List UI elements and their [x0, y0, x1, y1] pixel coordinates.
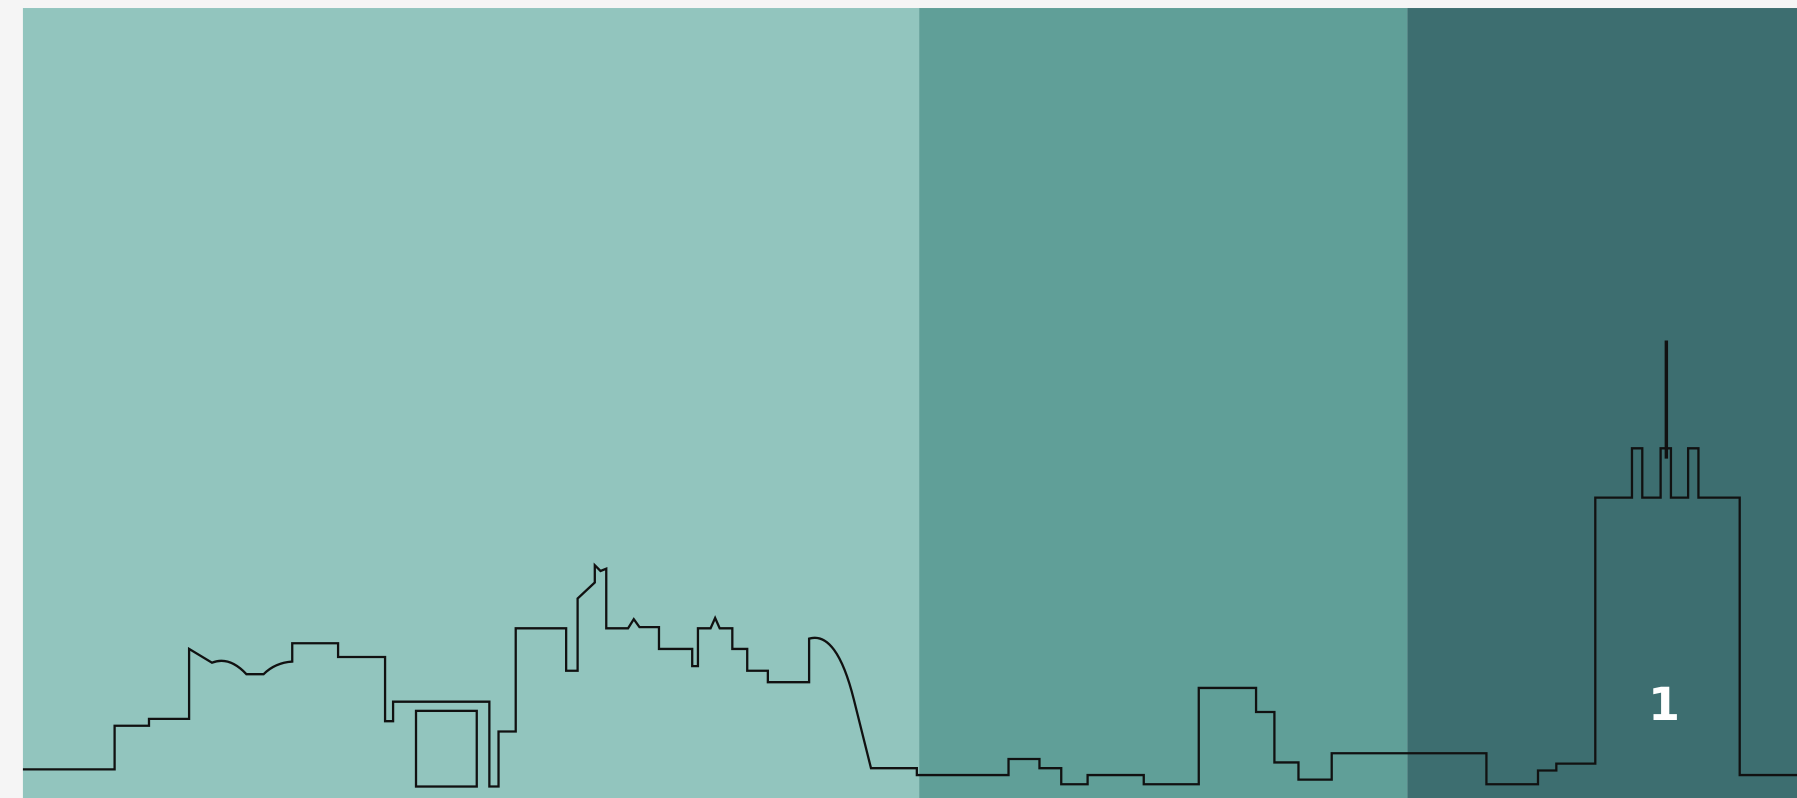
panel-dark [1407, 8, 1797, 798]
skyline [22, 447, 1797, 788]
panel-medium [919, 8, 1408, 798]
panel-label: 1 [1648, 677, 1680, 731]
building-window [414, 709, 478, 788]
panel-light [22, 8, 920, 798]
